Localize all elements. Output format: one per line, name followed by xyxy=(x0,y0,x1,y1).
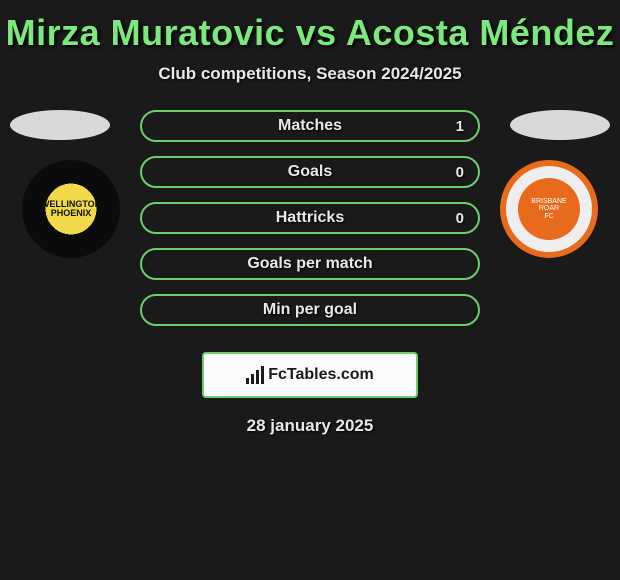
stat-row-goals: Goals 0 xyxy=(140,156,480,188)
player-left-silhouette xyxy=(10,110,110,140)
bar-chart-icon xyxy=(246,366,264,384)
page-title: Mirza Muratovic vs Acosta Méndez xyxy=(0,0,620,54)
stat-row-hattricks: Hattricks 0 xyxy=(140,202,480,234)
stat-value-right: 0 xyxy=(456,210,464,227)
stat-rows: Matches 1 Goals 0 Hattricks 0 Goals per … xyxy=(140,110,480,326)
subtitle: Club competitions, Season 2024/2025 xyxy=(0,64,620,84)
stat-value-right: 0 xyxy=(456,164,464,181)
stat-label: Min per goal xyxy=(263,301,357,319)
club-badge-left: WELLINGTONPHOENIX xyxy=(22,160,120,258)
stat-label: Goals xyxy=(288,163,332,181)
comparison-panel: WELLINGTONPHOENIX BRISBANEROARFC Matches… xyxy=(0,110,620,330)
club-badge-right: BRISBANEROARFC xyxy=(500,160,598,258)
footer-date: 28 january 2025 xyxy=(0,416,620,436)
stat-label: Matches xyxy=(278,117,342,135)
brand-label: FcTables.com xyxy=(268,366,374,384)
stat-label: Hattricks xyxy=(276,209,344,227)
stat-row-matches: Matches 1 xyxy=(140,110,480,142)
player-right-silhouette xyxy=(510,110,610,140)
stat-row-goals-per-match: Goals per match xyxy=(140,248,480,280)
stat-row-min-per-goal: Min per goal xyxy=(140,294,480,326)
club-badge-left-label: WELLINGTONPHOENIX xyxy=(41,200,101,219)
stat-label: Goals per match xyxy=(247,255,372,273)
brand-box[interactable]: FcTables.com xyxy=(202,352,418,398)
stat-value-right: 1 xyxy=(456,118,464,135)
club-badge-right-label: BRISBANEROARFC xyxy=(518,178,580,240)
